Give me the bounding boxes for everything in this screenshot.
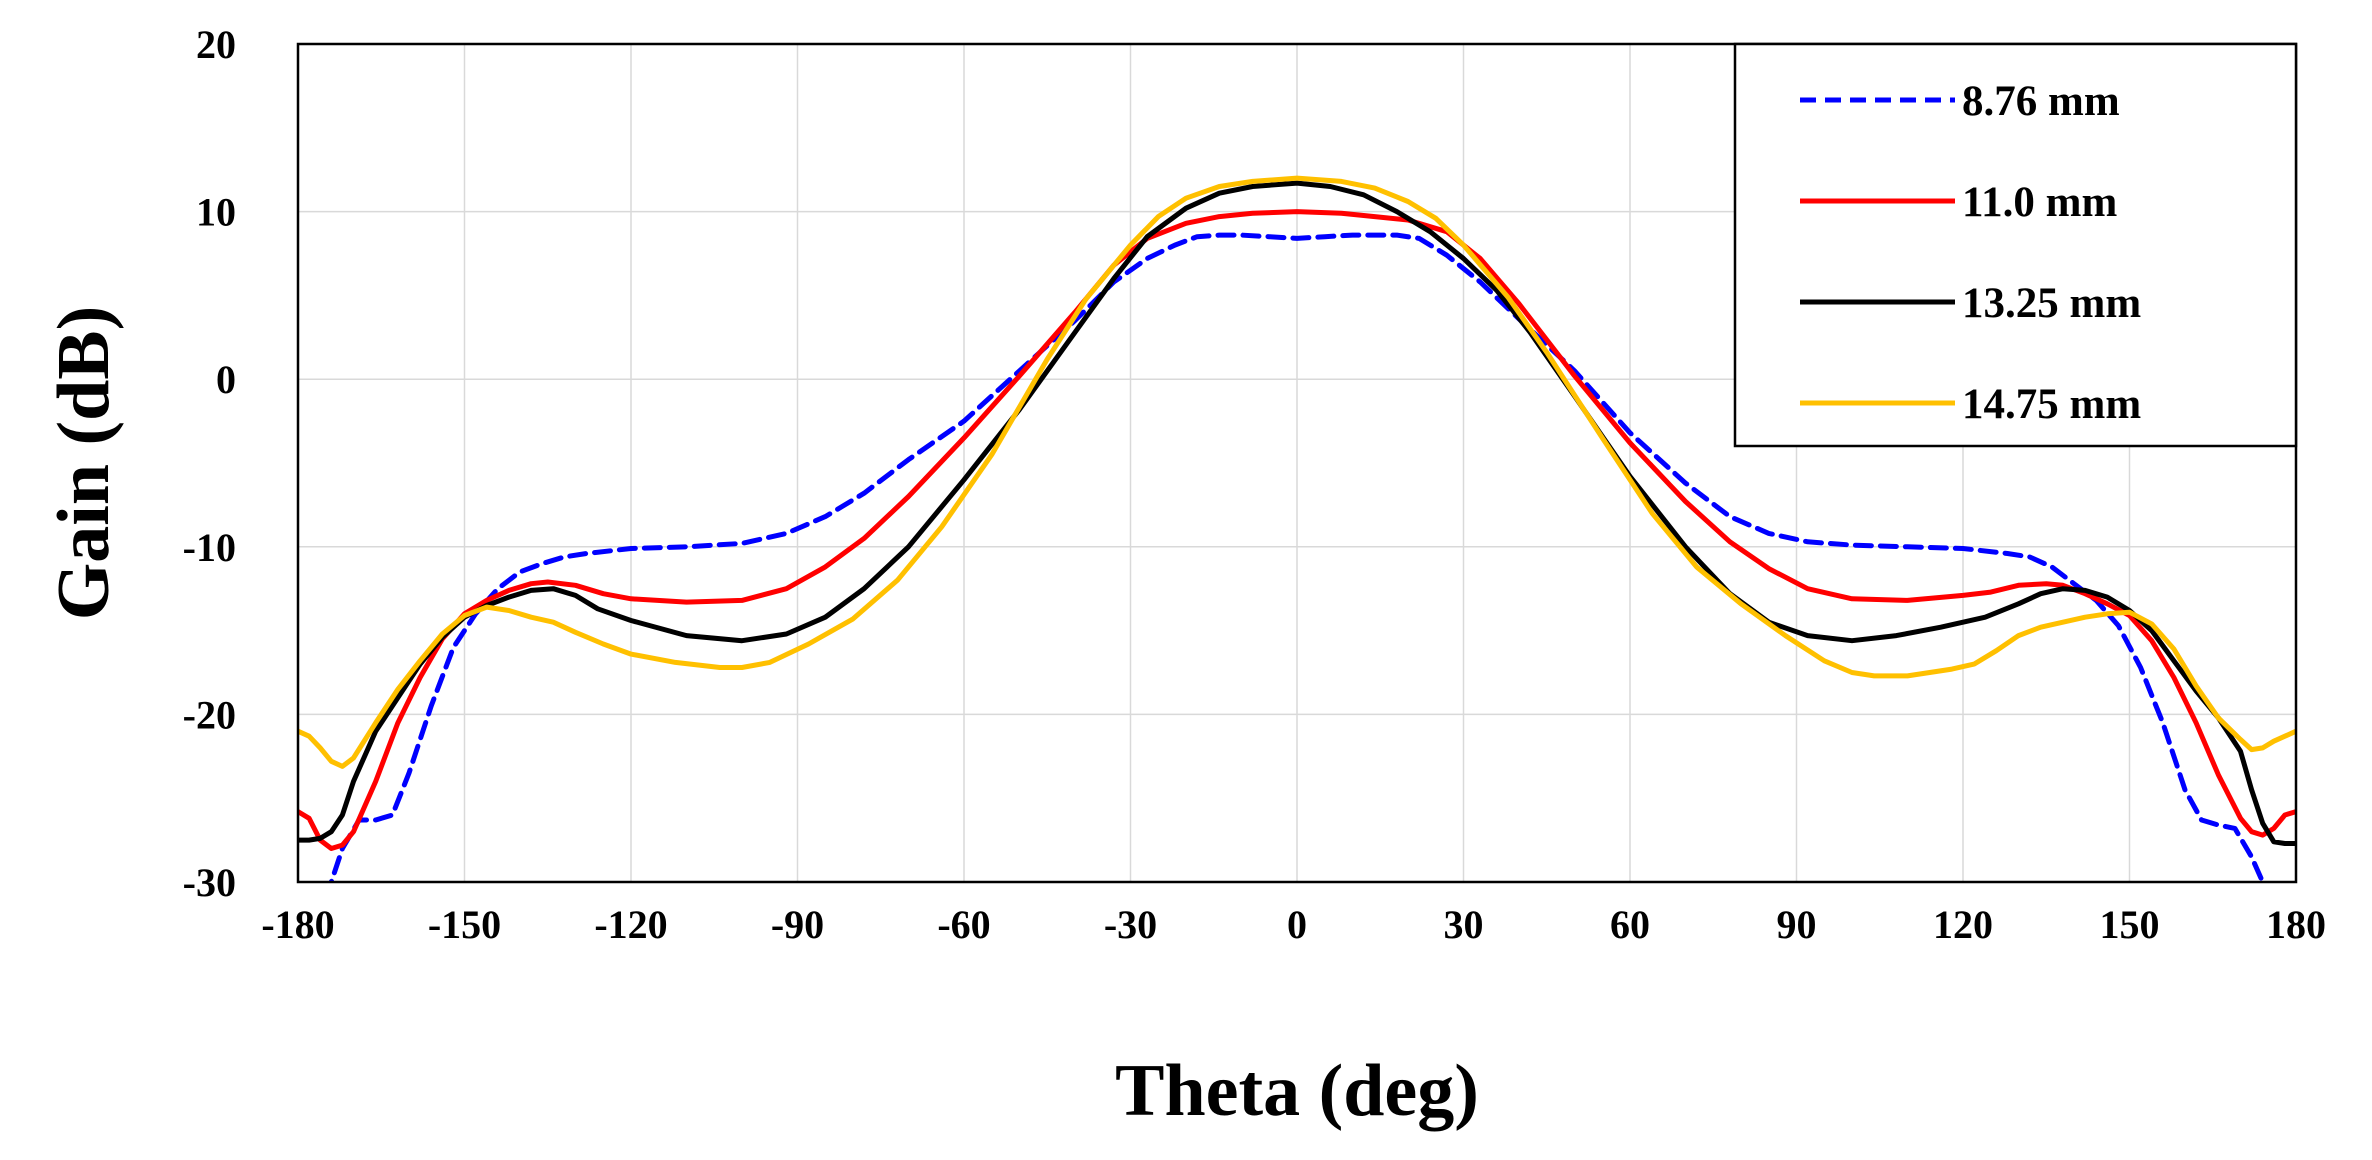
x-tick-label: -30 — [1104, 902, 1157, 947]
x-tick-label: 30 — [1444, 902, 1484, 947]
x-tick-label: 90 — [1777, 902, 1817, 947]
y-tick-label: 0 — [216, 357, 236, 402]
x-tick-label: 180 — [2266, 902, 2326, 947]
plot-area-frame — [296, 42, 2298, 884]
legend-label: 13.25 mm — [1962, 280, 2141, 327]
y-tick-label: -10 — [183, 525, 236, 570]
legend-label: 11.0 mm — [1962, 179, 2117, 226]
x-axis-ticks: -180 -150 -120 -90 -60 -30 0 30 60 90 120 150 180 — [261, 902, 2326, 947]
legend: 8.76 mm 11.0 mm 13.25 mm 14.75 mm — [1733, 42, 2298, 448]
series-lines — [298, 175, 2296, 882]
y-axis-ticks: -30 -20 -10 0 10 20 — [183, 22, 236, 905]
x-tick-label: 150 — [2100, 902, 2160, 947]
x-tick-label: -60 — [937, 902, 990, 947]
legend-label: 8.76 mm — [1962, 78, 2120, 125]
x-tick-label: -90 — [771, 902, 824, 947]
series-line-14-75-mm — [298, 175, 2296, 769]
x-axis-title: Theta (deg) — [1115, 1050, 1479, 1132]
x-tick-label: 0 — [1287, 902, 1307, 947]
legend-box — [1733, 42, 2298, 448]
y-axis-title: Gain (dB) — [43, 306, 125, 621]
y-tick-label: -30 — [183, 860, 236, 905]
x-tick-label: -150 — [428, 902, 501, 947]
y-tick-label: 20 — [196, 22, 236, 67]
x-tick-label: -120 — [594, 902, 667, 947]
legend-label: 14.75 mm — [1962, 381, 2141, 428]
y-tick-label: 10 — [196, 190, 236, 235]
y-tick-label: -20 — [183, 692, 236, 737]
series-line-11-0-mm — [298, 209, 2296, 851]
x-tick-label: -180 — [261, 902, 334, 947]
x-tick-label: 60 — [1610, 902, 1650, 947]
x-tick-label: 120 — [1933, 902, 1993, 947]
